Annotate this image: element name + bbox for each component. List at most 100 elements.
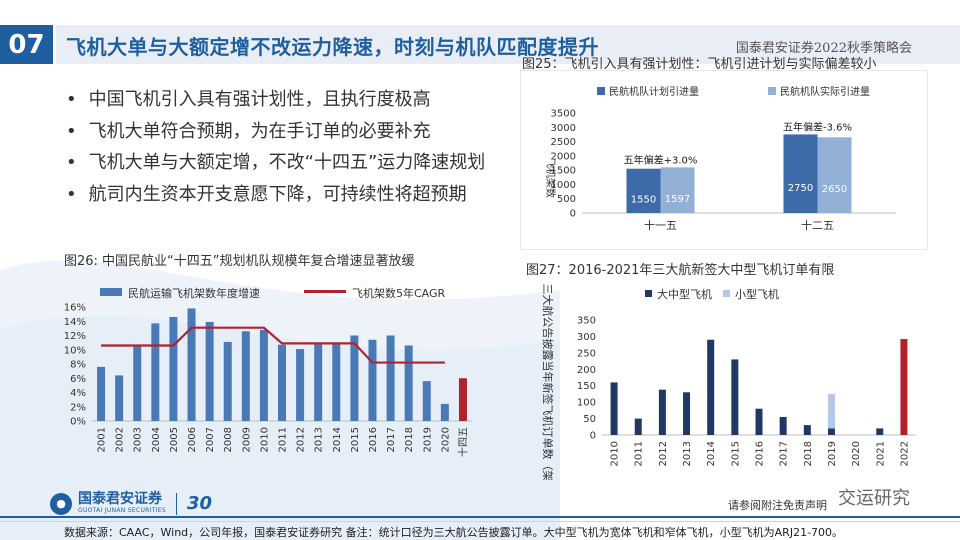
fig27-xtick-label: 2019 [827, 441, 838, 466]
fig26-bar [205, 321, 214, 421]
fig27-chart: 大中型飞机 小型飞机 三大航公告披露当年新签飞机订单数（架） 0 50 100 150… [541, 284, 916, 480]
fig26-bar [314, 343, 323, 421]
fig26-legend-bar: 民航运输飞机架数年度增速 [128, 286, 260, 300]
logo-name-cn: 国泰君安证券 [78, 491, 162, 507]
fig27-ytick-label: 250 [577, 348, 596, 359]
fig25-ytick-label: 0 [570, 209, 576, 220]
fig26-bar [404, 345, 413, 421]
bullet-item: 飞机大单符合预期，为在手订单的必要补充 [66, 116, 485, 148]
fig25-data-label: 1597 [665, 194, 690, 205]
fig26-xtick-label: 2018 [404, 427, 415, 452]
fig27-xtick-label: 2013 [682, 441, 693, 466]
fig27-xtick-label: 2012 [658, 441, 669, 466]
fig26-ytick-label: 0% [70, 417, 86, 428]
fig25-ytick-label: 1000 [551, 180, 576, 191]
fig27-bar-large [610, 382, 618, 435]
fig27-bar-large [634, 418, 642, 435]
fig26-xtick-label: 2011 [278, 427, 289, 452]
fig27-xtick-label: 2010 [610, 441, 621, 466]
fig26-legend-line: 飞机架数5年CAGR [352, 286, 446, 300]
fig26-xtick-label: 2016 [368, 427, 379, 452]
fig27-bar-large [707, 339, 715, 435]
fig26-bar [350, 335, 359, 421]
fig25-data-label: 2750 [788, 183, 813, 194]
fig26-xtick-label: 2003 [133, 427, 144, 452]
fig26-xtick-label: 2008 [223, 427, 234, 452]
fig26-bar [278, 344, 286, 421]
fig26-xtick-label: 2007 [205, 427, 216, 452]
fig26-xtick-label: 2010 [259, 427, 270, 452]
fig27-ytick-label: 300 [577, 332, 596, 343]
fig27-ytick-label: 200 [577, 365, 596, 376]
fig25-legend-actual: 民航机队实际引进量 [780, 85, 870, 98]
fig25-xtick-label: 十一五 [644, 218, 677, 232]
fig26-xtick-label: 2009 [241, 427, 252, 452]
fig26-xtick-label: 十四五 [456, 427, 469, 457]
fig27-xtick-label: 2021 [875, 441, 886, 466]
fig27-xtick-label: 2015 [730, 441, 741, 466]
brand-label: 国泰君安证券2022秋季策略会 [735, 41, 912, 56]
fig27-bar-small [827, 393, 835, 429]
fig25-ytick-label: 2000 [551, 151, 576, 162]
fig26-title: 图26: 中国民航业“十四五”规划机队规模年复合增速显著放缓 [64, 254, 415, 269]
fig27-xtick-label: 2018 [803, 441, 814, 466]
fig27-bar-large [779, 416, 787, 435]
fig26-bar [368, 339, 377, 421]
fig27-bar-large [683, 392, 691, 435]
fig26-ytick-label: 10% [64, 345, 86, 356]
fig26-bar [332, 342, 341, 421]
fig26-bar [187, 308, 196, 421]
footer-divider-thin [0, 521, 960, 522]
fig26-xtick-label: 2006 [187, 427, 198, 452]
logo-name-en: GUOTAI JUNAN SECURITIES [78, 507, 166, 514]
fig26-bar [458, 378, 467, 421]
fig25-xtick-label: 十二五 [801, 218, 834, 232]
fig27-legend-small: 小型飞机 [735, 287, 779, 301]
fig26-bar [169, 316, 178, 421]
fig27-xtick-label: 2011 [634, 441, 645, 466]
fig26-ytick-label: 2% [70, 402, 86, 413]
fig25-frame [520, 70, 928, 250]
fig27-legend-swatch-large [645, 290, 652, 297]
fig25-bar [626, 168, 661, 213]
fig25-legend-plan: 民航机队计划引进量 [609, 85, 699, 98]
fig26-xtick-label: 2013 [314, 427, 325, 452]
fig26-chart: 民航运输飞机架数年度增速 飞机架数5年CAGR 0% 2% 4% 6% 8% 10% 12%… [64, 286, 472, 457]
fig27-bar-large [755, 408, 763, 435]
fig26-bar [241, 331, 250, 421]
watermark-text: 交运研究 [838, 488, 910, 509]
fig26-xtick-label: 2005 [169, 427, 180, 452]
fig25-ytick-label: 3500 [551, 109, 576, 120]
disclaimer-link[interactable]: 请参阅附注免责声明 [728, 499, 827, 512]
fig25-bar [783, 134, 818, 213]
header-bar [56, 25, 960, 64]
fig25-data-label: 2650 [822, 184, 847, 195]
fig26-ytick-label: 12% [64, 331, 86, 342]
fig27-legend-swatch-small [723, 290, 730, 297]
fig27-bar-large [900, 339, 908, 435]
bullet-item: 飞机大单与大额定增，不改“十四五”运力降速规划 [66, 147, 486, 179]
fig26-xtick-label: 2012 [296, 427, 307, 452]
bullet-list: 中国飞机引入具有强计划性，且执行度极高 飞机大单符合预期，为在手订单的必要补充 … [66, 84, 486, 210]
fig27-ytick-label: 0 [590, 431, 596, 442]
company-logo: ● 国泰君安证券 GUOTAI JUNAN SECURITIES 30 [50, 492, 212, 515]
fig26-xtick-label: 2019 [422, 427, 433, 452]
fig26-ytick-label: 6% [70, 374, 86, 385]
fig26-xtick-label: 2001 [97, 427, 108, 452]
fig26-legend-swatch-bar [100, 288, 122, 296]
fig26-ytick-label: 4% [70, 388, 86, 399]
fig27-xtick-label: 2022 [899, 441, 910, 466]
fig26-cagr-line [101, 326, 445, 364]
fig27-xtick-label: 2014 [706, 441, 717, 466]
fig27-bar-large [827, 428, 835, 435]
fig26-xtick-label: 2017 [386, 427, 397, 452]
fig27-ytick-label: 50 [583, 414, 596, 425]
fig25-legend-swatch-actual [768, 87, 776, 95]
logo-separator [175, 492, 177, 515]
fig25-ylabel: 飞机架数 [544, 158, 557, 198]
fig26-bar [115, 375, 124, 421]
fig26-xtick-label: 2020 [440, 427, 451, 452]
fig25-annotation: 五年偏差+3.0% [624, 153, 698, 166]
fig26-bar [296, 349, 305, 421]
fig26-bar [151, 323, 160, 421]
